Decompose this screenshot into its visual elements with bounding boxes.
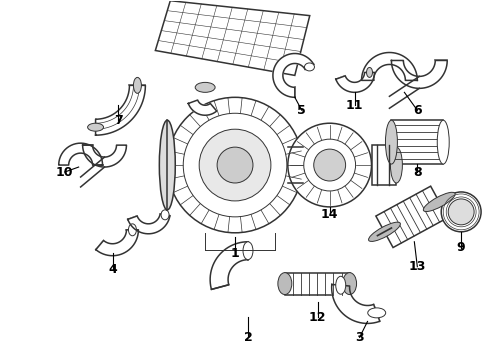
Text: 1: 1 <box>231 247 240 260</box>
Ellipse shape <box>278 273 292 294</box>
Ellipse shape <box>128 224 136 236</box>
Ellipse shape <box>159 120 175 210</box>
Ellipse shape <box>336 276 346 294</box>
Text: 2: 2 <box>244 331 252 344</box>
Ellipse shape <box>88 123 103 131</box>
Text: 13: 13 <box>409 260 426 273</box>
Text: 8: 8 <box>413 166 422 179</box>
Polygon shape <box>128 214 170 234</box>
Circle shape <box>314 149 345 181</box>
Bar <box>285 273 349 294</box>
Bar <box>371 145 396 185</box>
Polygon shape <box>336 72 374 92</box>
Text: 4: 4 <box>108 263 117 276</box>
Polygon shape <box>83 145 126 167</box>
Bar <box>392 120 443 164</box>
Polygon shape <box>362 53 417 80</box>
Text: 5: 5 <box>297 104 306 117</box>
Polygon shape <box>96 85 146 135</box>
Ellipse shape <box>386 120 397 164</box>
Polygon shape <box>288 147 303 183</box>
Ellipse shape <box>367 67 372 77</box>
Circle shape <box>288 123 371 207</box>
Text: 10: 10 <box>56 166 74 179</box>
Ellipse shape <box>304 63 315 71</box>
Ellipse shape <box>343 273 357 294</box>
Polygon shape <box>210 242 248 289</box>
Circle shape <box>167 97 303 233</box>
Ellipse shape <box>368 222 400 242</box>
Circle shape <box>199 129 271 201</box>
Polygon shape <box>155 1 310 75</box>
Circle shape <box>304 139 356 191</box>
Text: 6: 6 <box>413 104 422 117</box>
Ellipse shape <box>391 147 402 183</box>
Polygon shape <box>59 143 102 165</box>
Circle shape <box>183 113 287 217</box>
Polygon shape <box>332 284 380 323</box>
Polygon shape <box>188 100 217 115</box>
Circle shape <box>441 192 481 232</box>
Ellipse shape <box>437 120 449 164</box>
Ellipse shape <box>195 82 215 92</box>
Polygon shape <box>392 60 447 88</box>
Text: 9: 9 <box>457 241 465 254</box>
Ellipse shape <box>368 308 386 318</box>
Ellipse shape <box>243 242 253 260</box>
Text: 7: 7 <box>114 114 123 127</box>
Polygon shape <box>81 157 104 187</box>
Polygon shape <box>273 54 314 97</box>
Circle shape <box>217 147 253 183</box>
Text: 11: 11 <box>346 99 363 112</box>
Polygon shape <box>96 230 138 256</box>
Text: 14: 14 <box>321 208 339 221</box>
Circle shape <box>448 199 474 225</box>
Polygon shape <box>376 186 448 248</box>
Ellipse shape <box>423 192 455 212</box>
Ellipse shape <box>133 77 142 93</box>
Text: 12: 12 <box>309 311 326 324</box>
Ellipse shape <box>161 210 169 220</box>
Polygon shape <box>390 76 419 108</box>
Text: 3: 3 <box>355 331 364 344</box>
